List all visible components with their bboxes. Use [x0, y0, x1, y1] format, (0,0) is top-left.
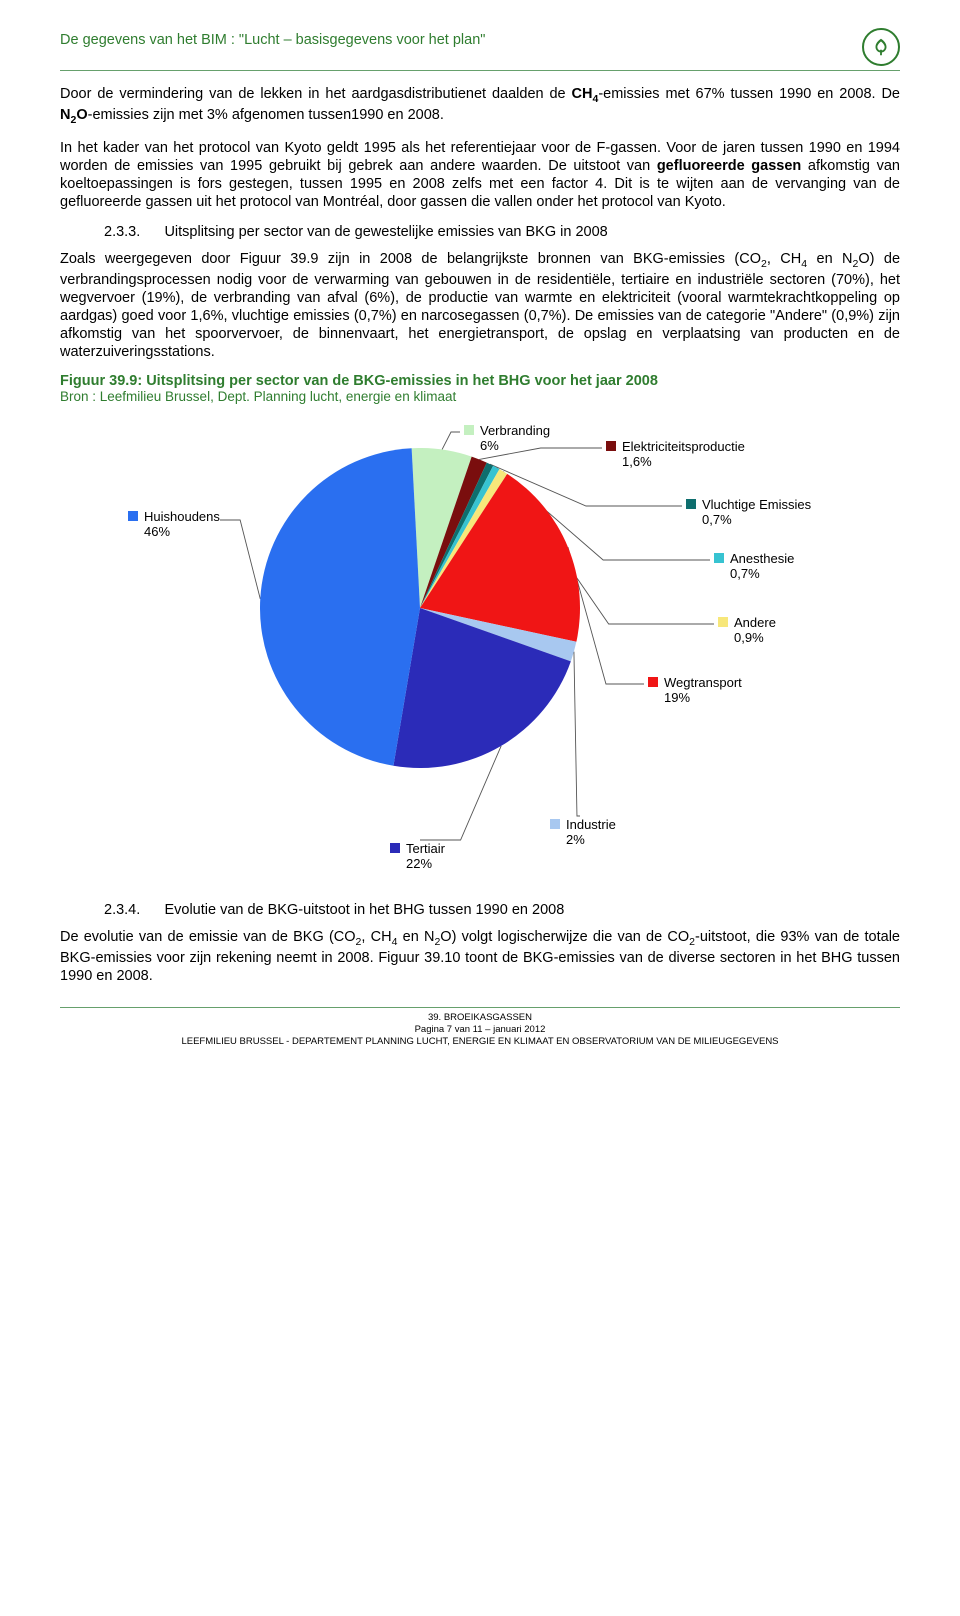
legend-tertiair: Tertiair22% [390, 842, 445, 872]
legend-pct: 6% [480, 438, 499, 453]
legend-label: Verbranding [480, 423, 550, 438]
paragraph-2: In het kader van het protocol van Kyoto … [60, 139, 900, 212]
pie-chart: Verbranding6% Elektriciteitsproductie1,6%… [60, 418, 900, 888]
legend-pct: 46% [144, 524, 170, 539]
legend-swatch-icon [390, 843, 400, 853]
paragraph-4: De evolutie van de emissie van de BKG (C… [60, 928, 900, 985]
legend-swatch-icon [648, 677, 658, 687]
legend-label: Tertiair [406, 841, 445, 856]
legend-label: Andere [734, 615, 776, 630]
legend-elek: Elektriciteitsproductie1,6% [606, 440, 745, 470]
legend-anesthesie: Anesthesie0,7% [714, 552, 794, 582]
legend-vluchtig: Vluchtige Emissies0,7% [686, 498, 811, 528]
page-footer: 39. BROEIKASGASSEN Pagina 7 van 11 – jan… [60, 1007, 900, 1048]
legend-swatch-icon [718, 617, 728, 627]
leader-line [442, 432, 460, 450]
legend-pct: 1,6% [622, 454, 652, 469]
legend-andere: Andere0,9% [718, 616, 776, 646]
legend-verbranding: Verbranding6% [464, 424, 550, 454]
legend-pct: 0,9% [734, 630, 764, 645]
legend-swatch-icon [464, 425, 474, 435]
legend-swatch-icon [714, 553, 724, 563]
legend-label: Wegtransport [664, 675, 742, 690]
legend-swatch-icon [606, 441, 616, 451]
figure-title: Figuur 39.9: Uitsplitsing per sector van… [60, 373, 900, 389]
legend-pct: 0,7% [730, 566, 760, 581]
leader-line [220, 520, 260, 599]
legend-huishoudens: Huishoudens46% [128, 510, 220, 540]
heading-2-3-4: 2.3.4. Evolutie van de BKG-uitstoot in h… [104, 902, 900, 918]
header-title: De gegevens van het BIM : "Lucht – basis… [60, 32, 485, 48]
legend-label: Anesthesie [730, 551, 794, 566]
legend-pct: 19% [664, 690, 690, 705]
legend-swatch-icon [686, 499, 696, 509]
legend-label: Vluchtige Emissies [702, 497, 811, 512]
page-header: De gegevens van het BIM : "Lucht – basis… [60, 32, 900, 71]
pie-slice-huishoudens [260, 448, 420, 766]
legend-swatch-icon [128, 511, 138, 521]
legend-pct: 0,7% [702, 512, 732, 527]
heading-2-3-3: 2.3.3. Uitsplitsing per sector van de ge… [104, 224, 900, 240]
legend-label: Industrie [566, 817, 616, 832]
paragraph-1: Door de vermindering van de lekken in he… [60, 85, 900, 127]
legend-industrie: Industrie2% [550, 818, 616, 848]
legend-label: Elektriciteitsproductie [622, 439, 745, 454]
legend-pct: 22% [406, 856, 432, 871]
figure-source: Bron : Leefmilieu Brussel, Dept. Plannin… [60, 389, 900, 404]
legend-label: Huishoudens [144, 509, 220, 524]
legend-pct: 2% [566, 832, 585, 847]
legend-weg: Wegtransport19% [648, 676, 742, 706]
legend-swatch-icon [550, 819, 560, 829]
paragraph-3: Zoals weergegeven door Figuur 39.9 zijn … [60, 250, 900, 362]
logo-icon [862, 28, 900, 66]
